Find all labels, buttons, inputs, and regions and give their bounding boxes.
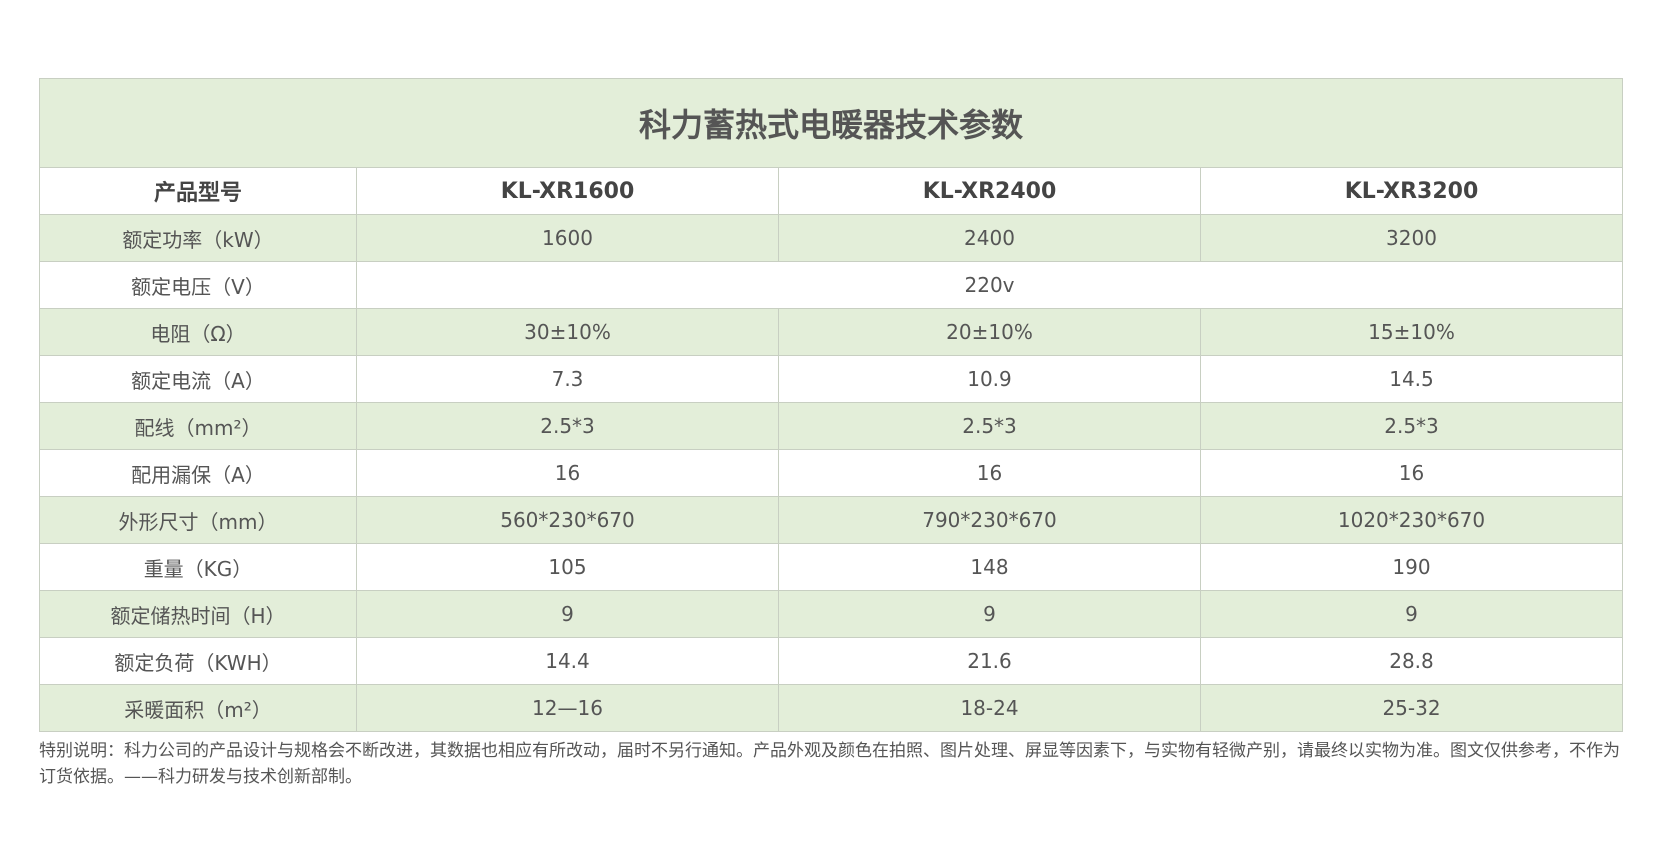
cell: 14.4: [356, 637, 779, 685]
row-label: 额定储热时间（H）: [39, 590, 357, 638]
header-cell: KL-XR1600: [356, 167, 779, 215]
cell: 2.5*3: [356, 402, 779, 450]
header-row: 产品型号 KL-XR1600 KL-XR2400 KL-XR3200: [39, 167, 1624, 215]
cell: 20±10%: [778, 308, 1201, 356]
cell: 18-24: [778, 684, 1201, 732]
cell: 9: [356, 590, 779, 638]
table-row: 配用漏保（A） 16 16 16: [39, 449, 1624, 497]
cell: 15±10%: [1199, 308, 1624, 356]
spec-table: 科力蓄热式电暖器技术参数 产品型号 KL-XR1600 KL-XR2400 KL-XR…: [38, 78, 1624, 732]
table-row: 额定功率（kW） 1600 2400 3200: [39, 214, 1624, 262]
table-body: 科力蓄热式电暖器技术参数 产品型号 KL-XR1600 KL-XR2400 KL-XR…: [38, 78, 1624, 732]
cell: 1020*230*670: [1199, 496, 1624, 544]
row-label: 额定电压（V）: [39, 261, 357, 309]
cell: 190: [1199, 543, 1624, 591]
header-cell: 产品型号: [39, 167, 357, 215]
row-label: 配用漏保（A）: [39, 449, 357, 497]
cell: 220v: [355, 261, 1624, 309]
table-row: 额定电压（V） 220v: [39, 261, 1624, 309]
cell: 9: [778, 590, 1201, 638]
cell: 9: [1199, 590, 1624, 638]
cell: 12—16: [356, 684, 779, 732]
cell: 28.8: [1199, 637, 1624, 685]
row-label: 额定电流（A）: [39, 355, 357, 403]
table-row: 采暖面积（m²） 12—16 18-24 25-32: [39, 684, 1624, 732]
cell: 16: [1199, 449, 1624, 497]
cell: 148: [778, 543, 1201, 591]
row-label: 配线（mm²）: [39, 402, 357, 450]
row-label: 外形尺寸（mm）: [39, 496, 357, 544]
table-row: 重量（KG） 105 148 190: [39, 543, 1624, 591]
cell: 10.9: [778, 355, 1201, 403]
cell: 2.5*3: [1199, 402, 1624, 450]
cell: 3200: [1199, 214, 1624, 262]
row-label: 电阻（Ω）: [39, 308, 357, 356]
table-row: 额定电流（A） 7.3 10.9 14.5: [39, 355, 1624, 403]
cell: 105: [356, 543, 779, 591]
row-label: 重量（KG）: [39, 543, 357, 591]
row-label: 额定负荷（KWH）: [39, 637, 357, 685]
cell: 25-32: [1199, 684, 1624, 732]
table-row: 外形尺寸（mm） 560*230*670 790*230*670 1020*230*6…: [39, 496, 1624, 544]
row-label: 额定功率（kW）: [39, 214, 357, 262]
cell: 790*230*670: [778, 496, 1201, 544]
cell: 2400: [778, 214, 1201, 262]
cell: 7.3: [356, 355, 779, 403]
header-cell: KL-XR3200: [1199, 167, 1624, 215]
cell: 16: [356, 449, 779, 497]
cell: 30±10%: [356, 308, 779, 356]
table-row: 配线（mm²） 2.5*3 2.5*3 2.5*3: [39, 402, 1624, 450]
cell: 2.5*3: [778, 402, 1201, 450]
note: 特别说明：科力公司的产品设计与规格会不断改进，其数据也相应有所改动，届时不另行通…: [39, 741, 1620, 787]
spec-table-wrap: 科力蓄热式电暖器技术参数 产品型号 KL-XR1600 KL-XR2400 KL-XR…: [38, 78, 1624, 732]
cell: 21.6: [778, 637, 1201, 685]
row-label: 采暖面积（m²）: [39, 684, 357, 732]
table-row: 电阻（Ω） 30±10% 20±10% 15±10%: [39, 308, 1624, 356]
cell: 14.5: [1199, 355, 1624, 403]
title-row: 科力蓄热式电暖器技术参数: [38, 78, 1624, 168]
table-title: 科力蓄热式电暖器技术参数: [38, 78, 1624, 168]
table-row: 额定负荷（KWH） 14.4 21.6 28.8: [39, 637, 1624, 685]
cell: 16: [778, 449, 1201, 497]
cell: 560*230*670: [356, 496, 779, 544]
cell: 1600: [356, 214, 779, 262]
table-row: 额定储热时间（H） 9 9 9: [39, 590, 1624, 638]
header-cell: KL-XR2400: [778, 167, 1201, 215]
